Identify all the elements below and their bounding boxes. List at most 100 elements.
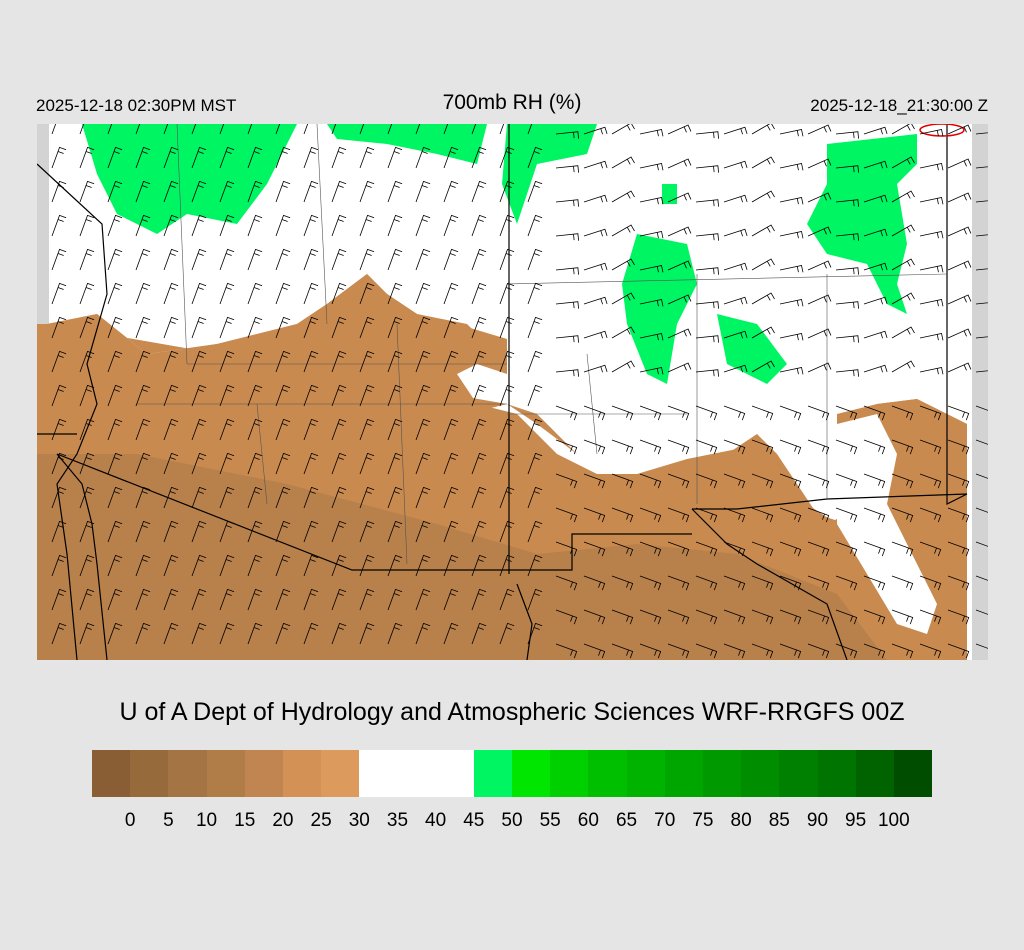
colorbar-swatch [397, 750, 436, 797]
wind-barb [555, 643, 578, 659]
wind-barb [359, 146, 375, 169]
wind-barb [219, 554, 235, 577]
colorbar-swatch [626, 750, 665, 797]
wind-barb [51, 124, 57, 135]
wind-barb [387, 248, 403, 271]
wind-barb [667, 294, 692, 305]
wind-barb [79, 350, 95, 373]
wind-barb [163, 452, 179, 475]
wind-barb [471, 588, 487, 611]
wind-barb [275, 350, 291, 373]
wind-barb [947, 192, 972, 203]
wind-barb [555, 507, 578, 523]
wind-barb [135, 486, 151, 509]
wind-barb [107, 520, 123, 543]
wind-barb [275, 180, 291, 203]
wind-barb [303, 180, 319, 203]
wind-barb [499, 146, 515, 169]
wind-barb [499, 124, 505, 135]
wind-barb [135, 350, 151, 373]
colorbar-swatch [473, 750, 513, 797]
wind-barb [191, 384, 207, 407]
wind-barb [975, 643, 988, 649]
wind-barb [163, 418, 179, 441]
wind-barb [219, 350, 235, 373]
wind-barb [583, 507, 606, 523]
wind-barb [695, 439, 718, 455]
wind-barb [303, 520, 319, 543]
wind-barb [107, 350, 123, 373]
wind-barb [163, 588, 179, 611]
wind-barb [359, 622, 375, 645]
wind-barb [499, 486, 515, 509]
wind-barb [499, 520, 515, 543]
wind-barb [947, 226, 972, 237]
wind-barb [247, 486, 263, 509]
wind-barb [107, 622, 123, 645]
wind-barb [51, 554, 67, 577]
wind-barb [247, 554, 263, 577]
wind-barb [499, 384, 515, 407]
wind-barb [219, 622, 235, 645]
wind-barb [191, 316, 207, 339]
wind-barb [779, 264, 804, 273]
moist-region-south [837, 414, 937, 634]
colorbar-tick-label: 30 [348, 810, 370, 831]
wind-barb [751, 258, 775, 271]
wind-barb [639, 264, 664, 273]
wind-barb [611, 360, 635, 373]
wind-barb [331, 316, 347, 339]
wind-barb [583, 439, 606, 455]
wind-barb [891, 292, 915, 305]
wind-barb [219, 418, 235, 441]
wind-barb [807, 328, 832, 339]
wind-barb [79, 248, 95, 271]
wind-barb [219, 248, 235, 271]
wind-barb [415, 452, 431, 475]
wind-barb [303, 248, 319, 271]
wind-barb [891, 575, 914, 591]
wind-barb [835, 165, 860, 173]
wind-barb [331, 214, 347, 237]
colorbar-swatch [130, 750, 169, 797]
wind-barb [79, 146, 95, 169]
wind-barb [583, 643, 606, 659]
wind-barb [499, 282, 515, 305]
wind-barb [303, 588, 319, 611]
county-borders [137, 124, 948, 565]
wind-barb [807, 124, 832, 135]
wind-barb [163, 214, 179, 237]
wind-barb [51, 214, 67, 237]
wind-barb [499, 554, 515, 577]
valid-time-label: 2025-12-18_21:30:00 Z [810, 96, 988, 115]
wind-barb [387, 350, 403, 373]
contour-marker [919, 124, 965, 137]
wind-barb [303, 214, 319, 237]
wind-barb [723, 228, 748, 237]
wind-barb [975, 575, 988, 581]
wind-barb [639, 366, 664, 375]
wind-barb [191, 214, 207, 237]
wind-barb [975, 370, 988, 373]
wind-barb [835, 267, 860, 275]
wind-barb [247, 316, 263, 339]
wind-barb [947, 439, 970, 455]
wind-barb [275, 146, 291, 169]
colorbar-tick-label: 40 [425, 810, 447, 831]
wind-barb [975, 268, 988, 271]
state-borders [37, 124, 968, 660]
wind-barb [275, 452, 291, 475]
wind-barb [751, 156, 775, 169]
wind-barb [359, 418, 375, 441]
wind-barb [163, 146, 179, 169]
wind-barb [275, 486, 291, 509]
wind-barb [79, 214, 95, 237]
wind-barb [443, 486, 459, 509]
wind-barb [303, 554, 319, 577]
wind-barb [835, 405, 858, 421]
wind-barb [779, 298, 804, 307]
wind-barb [387, 452, 403, 475]
wind-barb [275, 622, 291, 645]
wind-barb [527, 124, 533, 135]
colorbar-swatch [359, 750, 398, 797]
